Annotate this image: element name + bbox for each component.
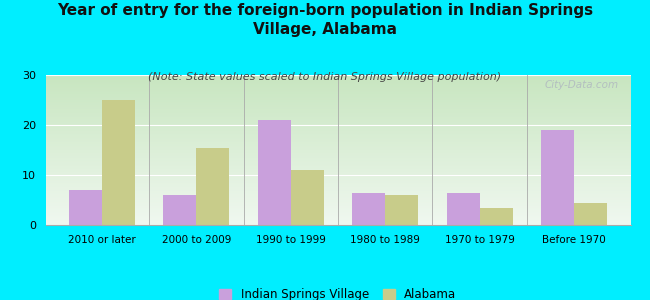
- Bar: [102, 100, 135, 225]
- Text: City-Data.com: City-Data.com: [545, 80, 619, 89]
- Bar: [480, 208, 513, 225]
- Legend: Indian Springs Village, Alabama: Indian Springs Village, Alabama: [220, 288, 456, 300]
- Bar: [163, 195, 196, 225]
- Bar: [574, 202, 607, 225]
- Bar: [352, 193, 385, 225]
- Bar: [196, 148, 229, 225]
- Bar: [291, 170, 324, 225]
- Bar: [69, 190, 102, 225]
- Bar: [447, 193, 480, 225]
- Text: Year of entry for the foreign-born population in Indian Springs
Village, Alabama: Year of entry for the foreign-born popul…: [57, 3, 593, 37]
- Bar: [258, 120, 291, 225]
- Text: (Note: State values scaled to Indian Springs Village population): (Note: State values scaled to Indian Spr…: [148, 72, 502, 82]
- Bar: [541, 130, 574, 225]
- Bar: [385, 195, 418, 225]
